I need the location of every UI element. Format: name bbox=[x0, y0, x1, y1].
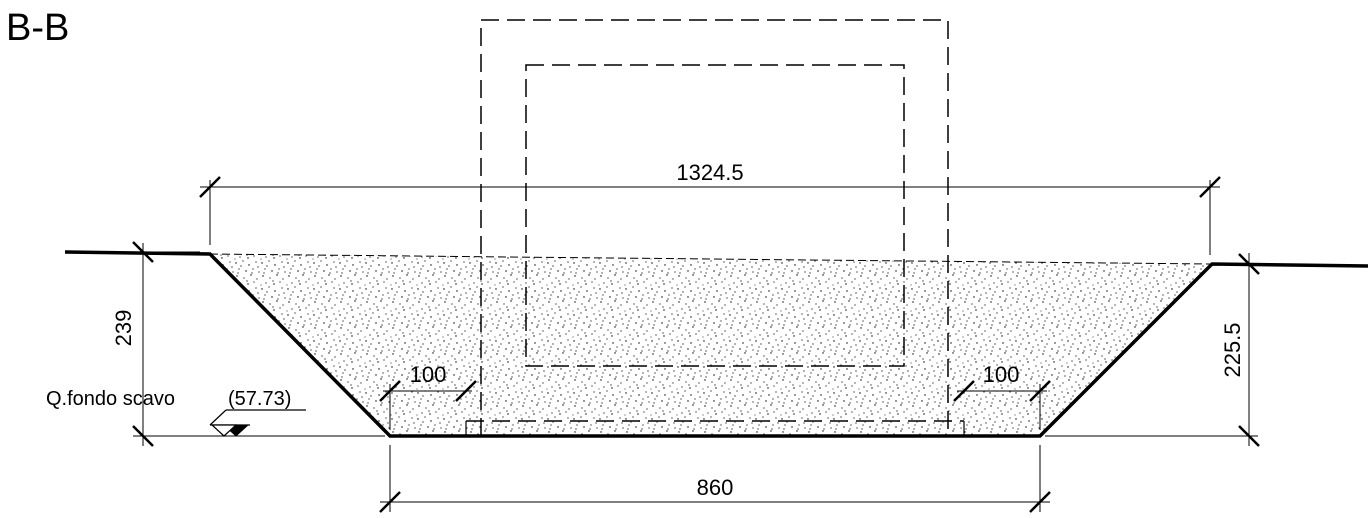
dim-right-tick-top bbox=[1238, 253, 1260, 275]
inner-structure-outline bbox=[525, 64, 905, 367]
dim-right-offset-tick-left bbox=[953, 380, 975, 402]
dim-left-tick-top bbox=[132, 241, 154, 263]
section-title: B-B bbox=[6, 7, 69, 49]
fill-top-line bbox=[209, 253, 1213, 265]
dim-right-offset-label: 100 bbox=[983, 362, 1020, 387]
elevation-label: Q.fondo scavo bbox=[46, 388, 175, 410]
dim-right-tick-bottom bbox=[1238, 425, 1260, 447]
sand-fill bbox=[210, 254, 1212, 436]
dim-top-tick-right bbox=[1199, 176, 1221, 198]
dim-left-tick-bottom bbox=[132, 425, 154, 447]
dim-right-depth-label: 225.5 bbox=[1220, 322, 1245, 377]
elevation-value: (57.73) bbox=[228, 388, 291, 410]
dim-left-offset-label: 100 bbox=[410, 362, 447, 387]
dim-bottom-tick-right bbox=[1029, 491, 1051, 513]
outer-structure-outline bbox=[480, 19, 949, 436]
elevation-leader bbox=[209, 409, 227, 426]
dim-top-tick-left bbox=[199, 176, 221, 198]
elevation-triangle-outline bbox=[210, 424, 238, 437]
dim-left-offset-tick-right bbox=[455, 380, 477, 402]
dim-bottom-width-label: 860 bbox=[697, 475, 734, 500]
dim-top-width-label: 1324.5 bbox=[676, 160, 743, 185]
dim-right-offset-tick-right bbox=[1029, 380, 1051, 402]
dim-left-offset-tick-left bbox=[379, 380, 401, 402]
dim-left-depth-label: 239 bbox=[111, 310, 136, 347]
dim-bottom-tick-left bbox=[379, 491, 401, 513]
